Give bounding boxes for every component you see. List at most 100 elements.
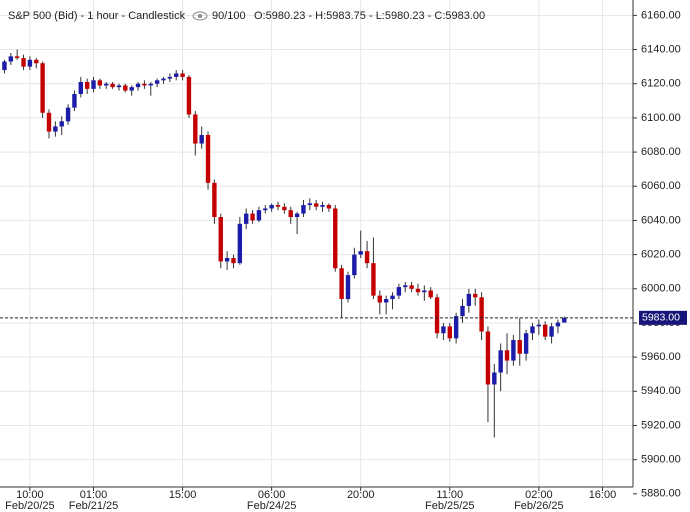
x-tick-label: 02:00 [525,489,553,501]
x-tick-label: 20:00 [347,489,375,501]
y-tick-label: 6080.00 [641,146,681,158]
chart-subtitle: 90/100 [212,10,246,22]
x-tick-label: 11:00 [436,489,463,501]
x-tick-label: 10:00 [16,489,44,501]
candle-body [320,205,325,207]
grid [0,0,633,487]
candle-body [148,83,153,86]
candle-body [224,258,230,262]
candle-body [53,126,58,132]
candle-body [110,83,115,88]
candle-body [282,206,287,211]
candle-body [97,80,103,86]
candle-body [263,208,268,211]
candle-body [479,297,484,332]
candle-body [352,254,357,276]
y-tick-label: 6020.00 [641,249,681,261]
candle-body [313,203,319,207]
candle-body [231,258,236,264]
candle-body [333,208,338,269]
candle-body [256,210,262,221]
candle-body [441,326,446,334]
last-price-label: 5983.00 [642,312,680,324]
candle-body [84,82,90,89]
candle-body [530,326,535,334]
candle-body [339,268,344,300]
candle-body [473,293,478,298]
candle-body [180,73,185,77]
y-tick-label: 6060.00 [641,180,681,192]
candle-body [14,56,20,59]
y-tick-label: 5880.00 [641,488,681,500]
candle-body [409,285,414,289]
candle-body [72,93,77,108]
candle-body [511,340,516,361]
x-tick-label: 15:00 [169,489,197,501]
candle-body [415,288,421,293]
candle-body [212,182,217,218]
y-tick-label: 6160.00 [641,9,681,21]
candle-body [504,350,510,361]
chart-title: S&P 500 (Bid) - 1 hour - Candlestick [8,10,186,22]
x-date-label: Feb/26/25 [514,500,564,512]
candle-body [377,295,382,303]
x-date-label: Feb/21/25 [69,500,119,512]
candle-body [129,87,134,91]
ohlc-info: O:5980.23 - H:5983.75 - L:5980.23 - C:59… [254,10,485,22]
candle-body [428,290,433,298]
candle-body [434,297,440,334]
candle-body [422,290,427,293]
candle-body [396,287,402,296]
candle-body [555,322,561,327]
y-tick-label: 6040.00 [641,214,681,226]
eye-icon [192,11,208,21]
x-tick-label: 01:00 [80,489,108,501]
candle-body [244,213,249,224]
candle-body [364,251,370,264]
candle-body [275,205,281,207]
candle-body [460,305,465,317]
candle-body [34,59,39,64]
candle-body [523,333,529,354]
candle-body [294,213,300,218]
candle-body [154,80,160,84]
candle-body [517,340,522,354]
candle-body [237,223,243,264]
x-date-label: Feb/24/25 [247,500,297,512]
candle-body [466,293,472,306]
candle-body [27,59,33,67]
candle-body [371,263,376,296]
candle-body [301,205,306,214]
candle-body [59,121,64,127]
y-tick-label: 6100.00 [641,112,681,124]
candle-body [91,80,96,89]
candle-body [288,210,293,218]
candle-body [492,372,497,385]
y-tick-label: 5940.00 [641,385,681,397]
x-tick-label: 06:00 [258,489,286,501]
candle-body [104,83,109,86]
candle-body [186,76,192,115]
candle-body [447,326,452,339]
candle-body [40,63,45,113]
candle-body [403,285,408,288]
y-tick-label: 6000.00 [641,283,681,295]
x-date-label: Feb/25/25 [425,500,475,512]
candle-body [199,134,204,144]
candle-body [453,316,459,339]
candle-body [549,326,554,337]
x-tick-label: 16:00 [589,489,617,501]
candle-body [269,205,274,209]
y-tick-label: 5900.00 [641,454,681,466]
x-date-label: Feb/20/25 [5,500,55,512]
candle-body [167,76,173,79]
candle-body [390,295,395,300]
candle-body [307,203,313,206]
candle-body [142,83,147,86]
candle-body [21,58,26,67]
candle-body [46,112,52,132]
y-tick-label: 5920.00 [641,419,681,431]
candle-body [250,213,255,221]
y-tick-label: 6140.00 [641,43,681,55]
last-price-box [639,310,687,325]
